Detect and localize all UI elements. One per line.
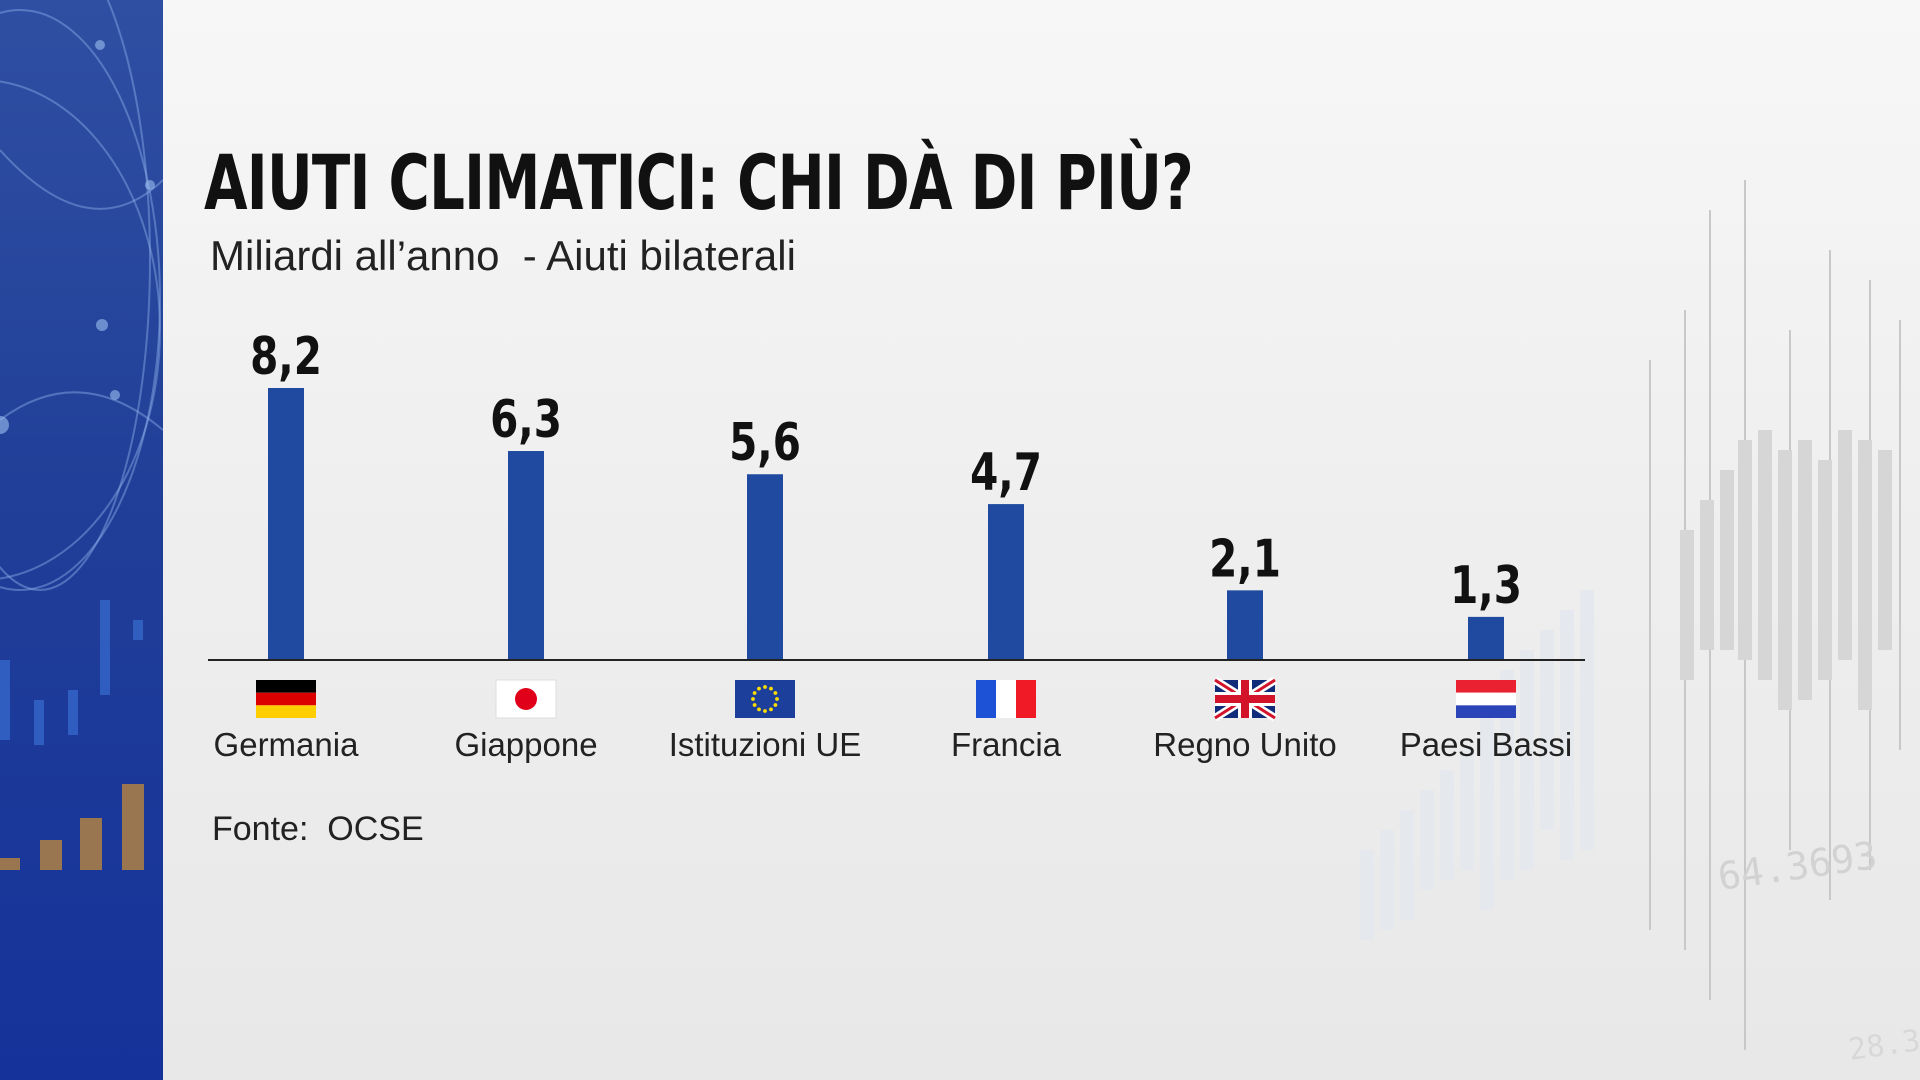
bars-layer: [268, 388, 1504, 660]
background-candlestick-decoration: 64.3693 28.33: [1360, 180, 1920, 1068]
chart-subtitle: Miliardi all’anno - Aiuti bilaterali: [210, 232, 796, 279]
bar: [1227, 590, 1263, 660]
bar: [988, 504, 1024, 660]
france-flag-icon: [976, 680, 1036, 718]
value-label: 4,7: [970, 442, 1042, 502]
sidebar-decoration: [0, 0, 163, 1080]
eu-flag-icon: [735, 680, 795, 718]
category-label: Giappone: [454, 726, 597, 763]
chart-title: AIUTI CLIMATICI: CHI DÀ DI PIÙ?: [204, 138, 1194, 227]
value-label: 6,3: [490, 389, 562, 449]
netherlands-flag-icon: [1456, 680, 1516, 718]
bar: [508, 451, 544, 660]
category-label: Istituzioni UE: [669, 726, 862, 763]
category-label: Germania: [214, 726, 360, 763]
source-value: OCSE: [327, 810, 424, 848]
bar: [1468, 616, 1504, 660]
bar: [747, 474, 783, 660]
value-label: 1,3: [1450, 555, 1522, 615]
value-label: 8,2: [250, 326, 322, 386]
category-label: Paesi Bassi: [1400, 726, 1572, 763]
category-label: Regno Unito: [1153, 726, 1336, 763]
germany-flag-icon: [256, 680, 316, 718]
japan-flag-icon: [495, 679, 557, 719]
value-label: 5,6: [729, 412, 801, 472]
source-label: Fonte:: [212, 810, 309, 848]
bar: [268, 388, 304, 660]
value-label: 2,1: [1209, 528, 1281, 588]
source-note: Fonte: OCSE: [212, 810, 424, 849]
uk-flag-icon: [1212, 676, 1278, 722]
labels-layer: 8,2 Germania 6,3 Giappone 5,6 Istituzioni UE 4…: [214, 326, 1573, 763]
flags-layer: [256, 676, 1516, 722]
category-label: Francia: [951, 726, 1062, 763]
